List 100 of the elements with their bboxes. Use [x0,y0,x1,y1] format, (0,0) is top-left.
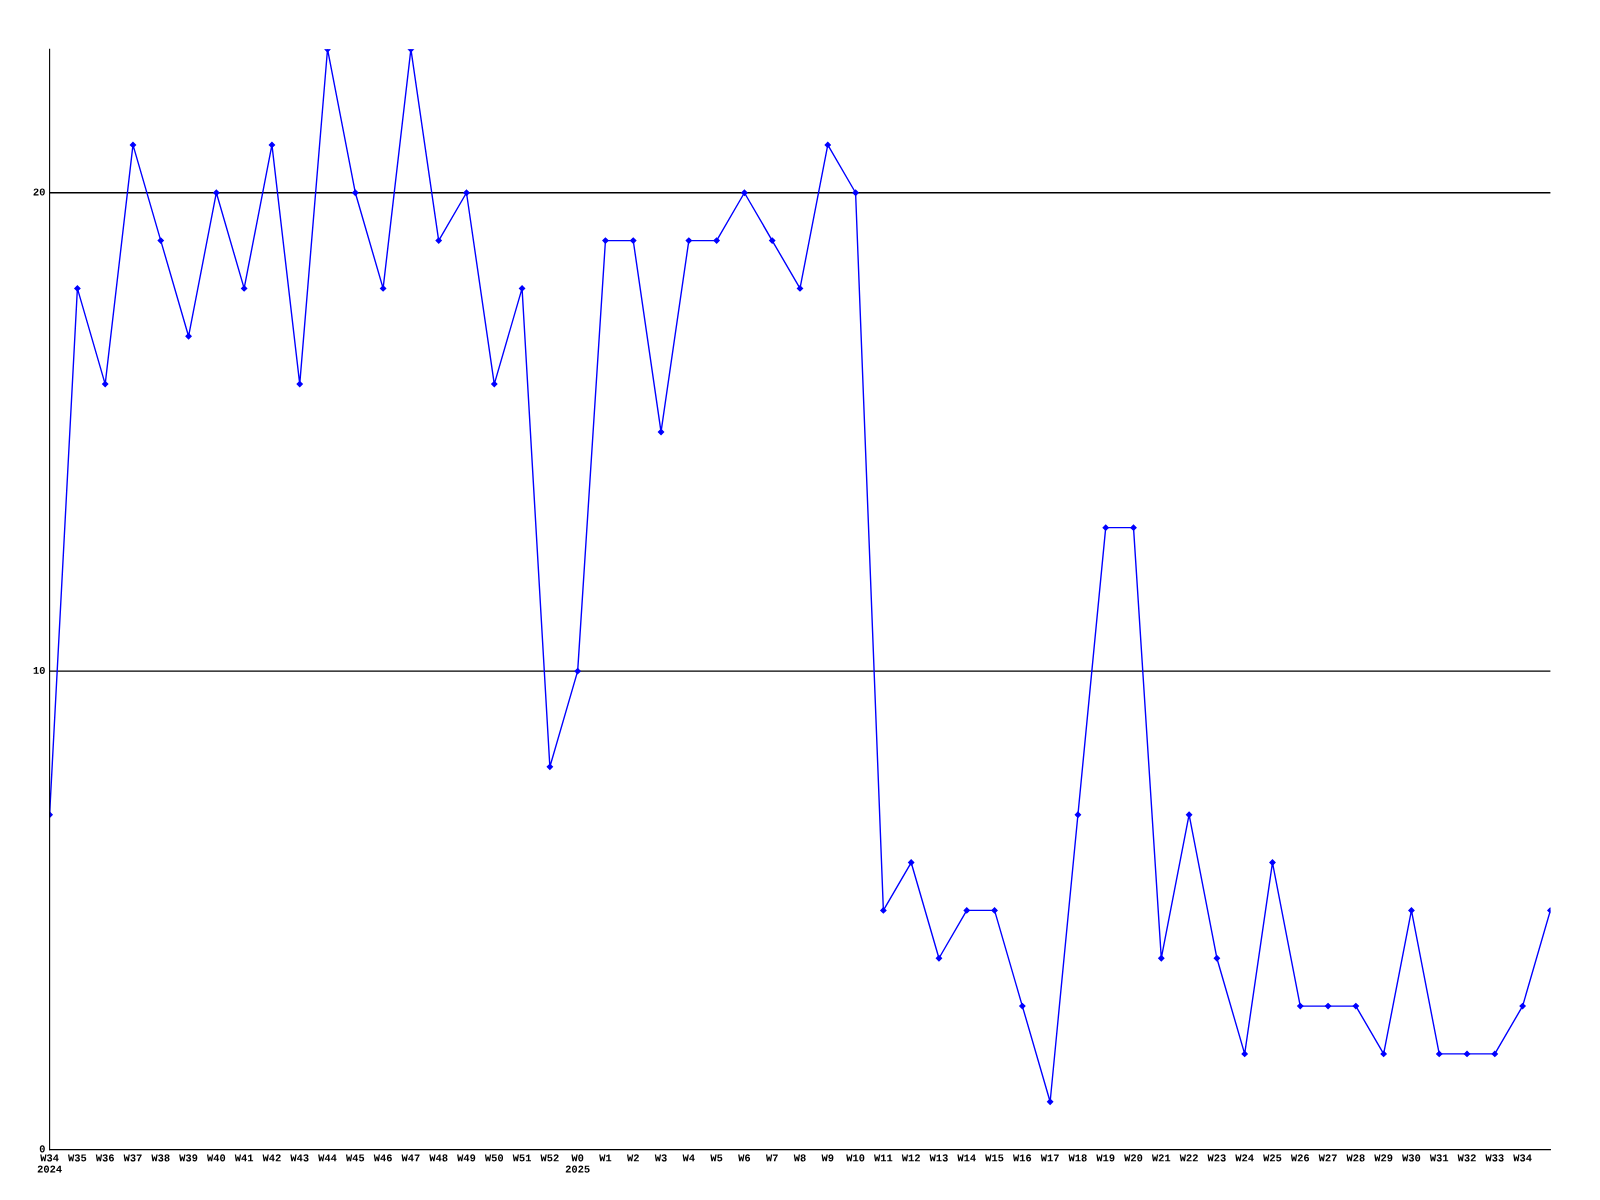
x-tick-label: W34 [1513,1154,1532,1162]
x-tick-label: W39 [179,1154,198,1162]
point [1408,907,1415,914]
point [1185,811,1193,818]
point [1213,955,1221,962]
point [880,907,887,914]
point [852,189,859,196]
x-tick-label: W46 [373,1154,392,1162]
x-tick-label: W33 [1485,1154,1504,1162]
x-tick-label: W44 [318,1154,337,1162]
x-tick-label: W9 [821,1154,834,1162]
x-tick-label: W3 [654,1154,667,1162]
x-tick-label: W19 [1096,1154,1115,1162]
x-tick-label: W35 [68,1154,87,1162]
point [1158,955,1165,962]
point [1519,1002,1526,1010]
point [491,380,498,388]
point [1130,524,1137,531]
point [1324,1002,1332,1010]
x-tick-label: W16 [1012,1154,1032,1162]
x-tick-label: W28 [1346,1154,1365,1162]
x-tick-label: W34 2024 [37,1154,62,1173]
point [1102,524,1109,531]
x-tick-label: W45 [345,1154,365,1162]
point [741,189,748,196]
x-tick-label: W31 [1429,1154,1449,1162]
x-tick-label: W4 [682,1154,695,1162]
x-tick-label: W26 [1290,1154,1310,1162]
point [435,237,442,244]
point [463,189,470,196]
point [685,237,692,244]
point [213,189,220,196]
x-tick-label: W13 [929,1154,948,1162]
x-tick-label: W51 [512,1154,532,1162]
point [1241,1050,1248,1058]
point [157,237,164,244]
point [796,285,804,292]
x-tick-label: W27 [1318,1154,1337,1162]
x-tick-label: W40 [206,1154,226,1162]
x-tick-label: W25 [1263,1154,1282,1162]
point [352,189,359,196]
point [1297,1002,1304,1010]
x-tick-label: W12 [901,1154,920,1162]
x-tick-label: W21 [1151,1154,1171,1162]
point [102,380,109,388]
point [379,285,387,292]
point [518,285,526,292]
x-tick-label: W48 [429,1154,448,1162]
point [268,141,276,149]
x-tick-label: W23 [1207,1154,1226,1162]
point [1046,1098,1054,1105]
point [240,285,248,292]
point [1436,1050,1443,1058]
point [602,237,609,244]
x-tick-label: W17 [1040,1154,1059,1162]
x-tick-label: W24 [1235,1154,1254,1162]
y-tick-label: 10 [33,666,45,674]
x-tick-label: W38 [151,1154,170,1162]
x-tick-label: W18 [1068,1154,1087,1162]
x-tick-label: W52 [540,1154,559,1162]
x-tick-label: W36 [95,1154,114,1162]
x-tick-label: W43 [290,1154,309,1162]
x-tick-label: W11 [874,1154,893,1162]
x-tick-label: W7 [765,1154,778,1162]
point [1380,1050,1387,1058]
point [546,763,554,771]
x-tick-label: W49 [457,1154,476,1162]
x-tick-label: W15 [985,1154,1004,1162]
point [1352,1002,1360,1010]
x-tick-label: W32 [1457,1154,1476,1162]
x-tick-label: W6 [738,1154,751,1162]
point [824,141,831,149]
x-tick-label: W14 [957,1154,976,1162]
x-tick-label: W50 [484,1154,504,1162]
point [1019,1002,1026,1010]
point [129,141,137,149]
point [769,237,776,244]
x-tick-label: W22 [1179,1154,1198,1162]
point [74,285,81,292]
x-tick-label: W8 [793,1154,806,1162]
x-tick-label: W0 2025 [565,1154,590,1173]
x-tick-label: W10 [846,1154,865,1162]
x-tick-label: W1 [599,1154,612,1162]
x-tick-label: W5 [710,1154,723,1162]
point [630,237,637,244]
x-tick-label: W47 [401,1154,420,1162]
point [1491,1050,1498,1058]
x-tick-label: W37 [123,1154,142,1162]
x-tick-label: W29 [1374,1154,1393,1162]
point [963,907,970,914]
point [935,955,943,962]
x-tick-label: W30 [1402,1154,1421,1162]
y-tick-label: 20 [33,188,45,196]
point [713,237,720,244]
point [1074,811,1082,818]
y-tick-label: 0 [39,1145,45,1153]
point [574,668,581,675]
point [657,428,665,436]
point [1269,859,1276,866]
x-tick-label: W2 [626,1154,639,1162]
